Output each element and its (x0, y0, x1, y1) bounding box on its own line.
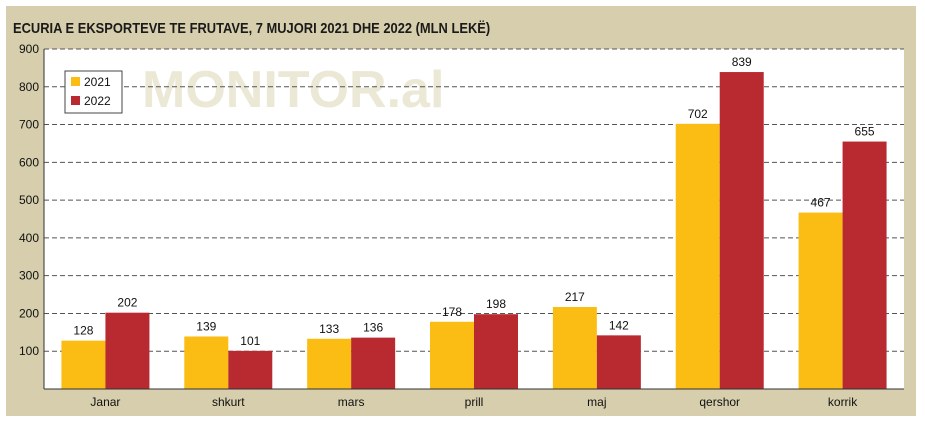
y-tick-label: 400 (19, 231, 39, 245)
bar-2022-prill (474, 314, 518, 389)
bar-2022-mars (351, 337, 396, 389)
data-label-2021-maj: 217 (565, 290, 585, 304)
x-tick-label: qershor (699, 395, 740, 409)
bar-2021-mars (307, 338, 352, 389)
data-label-2021-korrik: 467 (811, 196, 831, 210)
bar-2021-korrik (798, 212, 843, 389)
y-tick-label: 600 (19, 155, 39, 169)
y-tick-label: 700 (19, 118, 39, 132)
y-axis-tick-labels: 100 200 300 400 500 600 700 800 900 (19, 42, 39, 358)
data-labels: 128 202 139 101 133 136 178 198 217 142 702 839 467 6… (73, 55, 874, 348)
data-label-2022-korrik: 655 (855, 125, 875, 139)
bars (61, 72, 887, 390)
bar-2021-Janar (61, 340, 106, 389)
legend-label-2022: 2022 (84, 94, 111, 108)
data-label-2021-prill: 178 (442, 305, 462, 319)
y-tick-label: 500 (19, 193, 39, 207)
bar-2021-prill (430, 321, 474, 389)
data-label-2022-Janar: 202 (117, 296, 137, 310)
data-label-2022-shkurt: 101 (240, 334, 260, 348)
data-label-2021-Janar: 128 (73, 324, 93, 338)
legend-swatch-2021 (71, 77, 80, 86)
y-tick-label: 100 (19, 344, 39, 358)
y-tick-label: 800 (19, 80, 39, 94)
x-tick-label: prill (465, 395, 484, 409)
watermark: MONITOR.al (142, 61, 444, 119)
legend: 2021 2022 (64, 70, 123, 114)
data-label-2022-maj: 142 (609, 318, 629, 332)
bar-2022-qershor (719, 72, 764, 390)
bar-2021-shkurt (184, 336, 229, 389)
data-label-2022-prill: 198 (486, 297, 506, 311)
bar-2022-korrik (842, 141, 887, 389)
data-label-2021-qershor: 702 (688, 107, 708, 121)
x-tick-label: mars (338, 395, 365, 409)
x-axis-tick-labels: Janar shkurt mars prill maj qershor korrik (90, 395, 858, 409)
data-label-2021-shkurt: 139 (196, 319, 216, 333)
data-label-2021-mars: 133 (319, 322, 339, 336)
data-label-2022-qershor: 839 (732, 55, 752, 69)
y-tick-label: 200 (19, 306, 39, 320)
bar-2021-qershor (675, 123, 720, 390)
x-tick-label: maj (587, 395, 606, 409)
x-tick-label: korrik (828, 395, 858, 409)
bar-2021-maj (552, 307, 597, 389)
bar-2022-maj (596, 335, 641, 389)
x-tick-label: Janar (90, 395, 120, 409)
y-tick-label: 900 (19, 42, 39, 56)
bar-2022-shkurt (228, 350, 273, 389)
data-label-2022-mars: 136 (363, 321, 383, 335)
bar-2022-Janar (105, 312, 150, 389)
chart-title: ECURIA E EKSPORTEVE TE FRUTAVE, 7 MUJORI… (13, 20, 491, 37)
legend-swatch-2022 (71, 96, 80, 105)
y-tick-label: 300 (19, 269, 39, 283)
legend-label-2021: 2021 (84, 75, 111, 89)
x-tick-label: shkurt (212, 395, 245, 409)
